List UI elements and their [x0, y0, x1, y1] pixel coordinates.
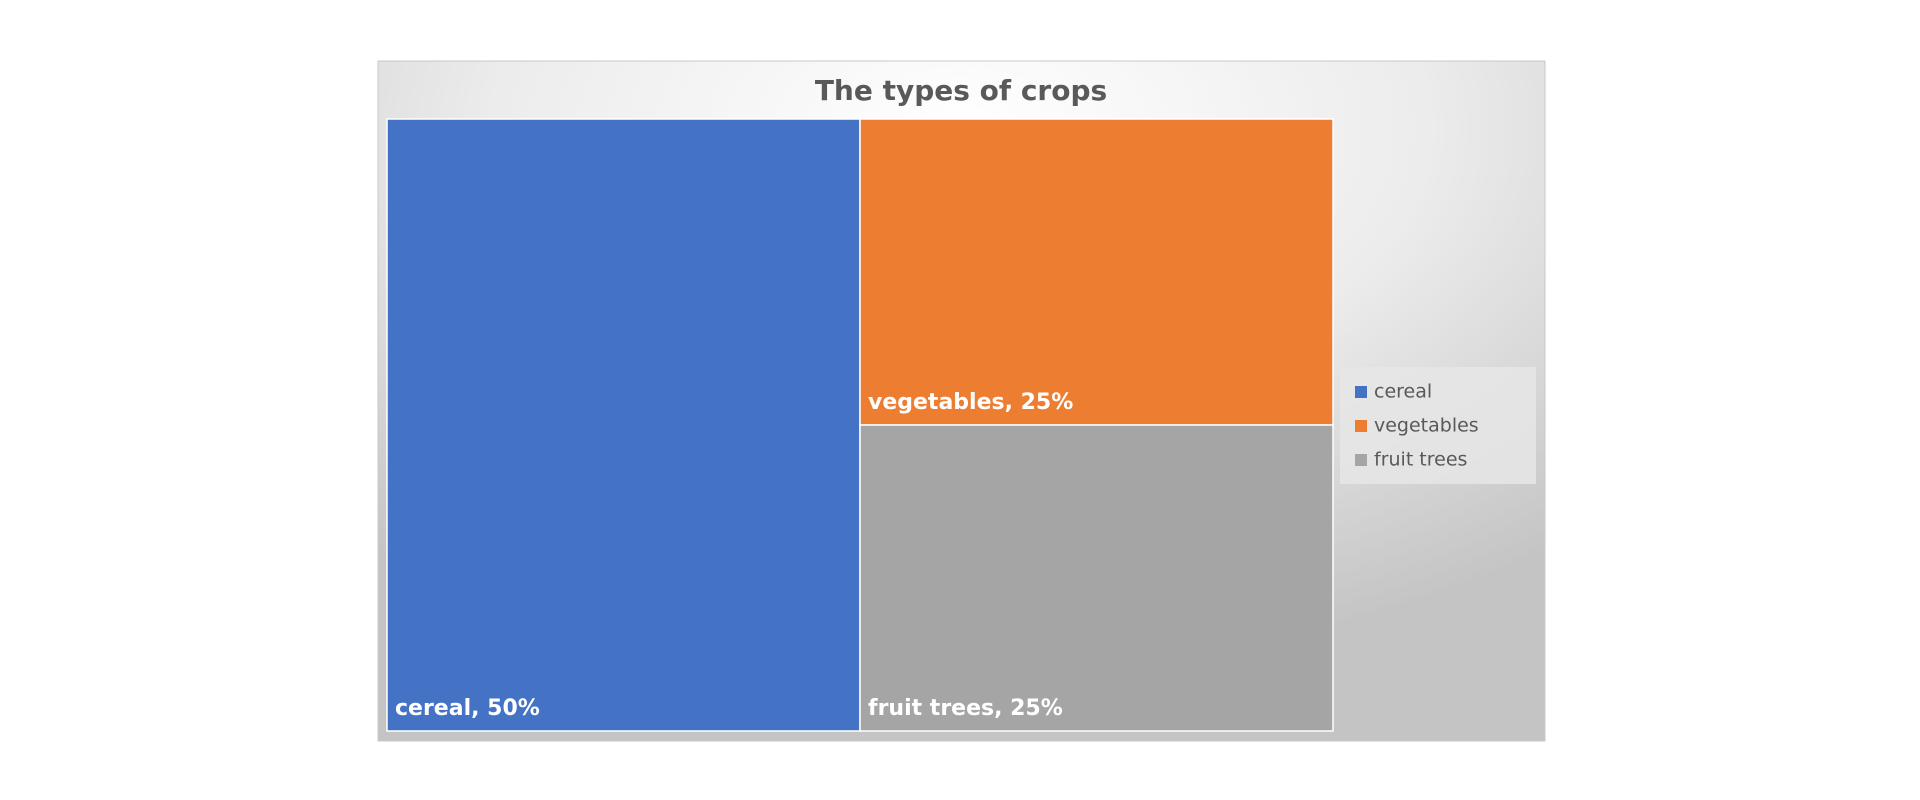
legend-box — [1340, 367, 1536, 484]
legend-label: fruit trees — [1374, 449, 1467, 471]
legend-label: cereal — [1374, 381, 1432, 403]
legend-swatch — [1355, 420, 1367, 432]
data-label: cereal, 50% — [395, 696, 540, 721]
legend-label: vegetables — [1374, 415, 1479, 437]
treemap-cell — [859, 118, 1334, 426]
legend-swatch — [1355, 386, 1367, 398]
chart-title: The types of crops — [815, 74, 1107, 107]
data-label: vegetables, 25% — [868, 390, 1073, 415]
legend-swatch — [1355, 454, 1367, 466]
treemap-cell — [859, 424, 1334, 732]
treemap-cell — [386, 118, 861, 732]
data-label: fruit trees, 25% — [868, 696, 1063, 721]
